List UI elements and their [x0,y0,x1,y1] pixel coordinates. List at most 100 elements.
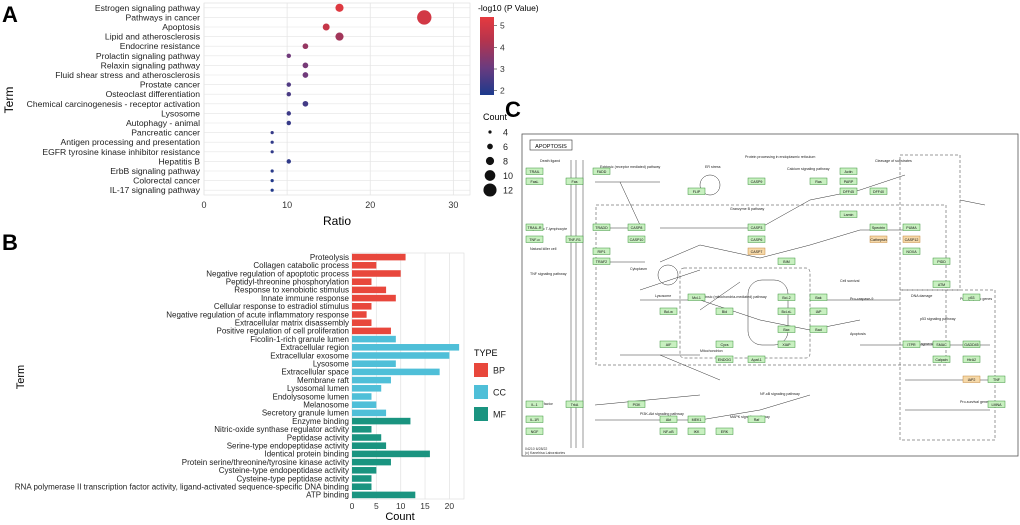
bar [352,286,387,294]
kegg-gene-box [659,427,678,435]
data-point [302,43,309,50]
kegg-gene-box [902,235,921,243]
kegg-gene-box [869,223,888,231]
kegg-footer-line-2: (c) Kanehisa Laboratories [525,451,565,455]
kegg-gene-box [525,167,544,175]
term-label: Relaxin signaling pathway [101,60,201,70]
kegg-gene-box [747,177,766,185]
kegg-gene-label: IL-1R [530,418,539,422]
category-label: Nitric-oxide synthase regulator activity [214,425,349,434]
category-label: Extracellular region [281,343,349,352]
kegg-gene-label: TRADD [595,226,608,230]
size-legend-label: 10 [503,171,513,181]
kegg-nucleus-region [899,289,996,441]
category-label: Serine-type endopeptidase activity [227,442,349,451]
bar [352,360,396,367]
panel-a-points [270,3,432,192]
kegg-gene-box [592,167,611,175]
kegg-gene-box [962,340,981,348]
kegg-gene-label: Raf [754,418,760,422]
term-label: ErbB signaling pathway [110,166,201,176]
panel-b-letter: B [2,230,18,255]
kegg-gene-label: Actin [845,170,853,174]
kegg-lysosome-shape [657,264,679,286]
category-label: Collagen catabolic process [253,261,349,270]
kegg-gene-label: TRAF2 [596,260,607,264]
kegg-connector [699,244,761,259]
term-label: Pancreatic cancer [131,128,200,138]
bar [352,368,440,376]
data-point [335,32,344,41]
kegg-gene-box [777,293,796,301]
kegg-gene-label: BIM [783,260,789,264]
category-label: ATP binding [306,491,349,500]
data-point [417,10,432,25]
data-point [270,179,274,183]
kegg-gene-box [839,210,858,218]
size-legend-dot [484,170,496,181]
bar [352,335,396,343]
kegg-label: Calcium signaling pathway [787,167,830,171]
data-point [322,23,330,31]
kegg-connector [659,244,701,263]
kegg-gene-box [902,223,921,231]
data-point [286,53,292,59]
data-point [270,131,274,135]
bar [352,327,391,335]
term-label: Hepatitis B [158,156,200,166]
kegg-gene-label: PUMA [906,226,917,230]
category-label: Extracellular matrix disassembly [235,319,349,328]
kegg-gene-box [987,400,1006,408]
kegg-gene-label: Mcl-1 [692,296,701,300]
term-label: Lipid and atherosclerosis [105,32,200,42]
category-label: RNA polymerase II transcription factor a… [15,483,349,492]
panel-c-kegg-map: C APOPTOSIS Death ligandSurvival factorC… [505,97,1019,457]
kegg-gene-label: ERK [721,430,729,434]
panel-a-color-legend-ticks: 2 3 4 5 [494,21,505,96]
bar [352,491,416,499]
kegg-label: Pro-caspase-9 [850,297,873,301]
color-legend-tick-label: 3 [500,64,505,74]
term-label: EGFR tyrosine kinase inhibitor resistanc… [42,147,200,157]
data-point [302,100,309,107]
panel-b-x-tick-labels: 0 5 10 15 20 [350,501,455,511]
kegg-gene-label: Calpain [935,358,947,362]
kegg-gene-label: p53 [969,296,975,300]
panel-b-x-axis-label: Count [385,511,414,523]
kegg-gene-label: DFF45 [843,190,854,194]
kegg-gene-label: HtrA2 [967,358,976,362]
kegg-gene-box [592,247,611,255]
kegg-connector [759,199,811,229]
kegg-gene-label: CASP9 [751,180,763,184]
bar [352,376,391,384]
kegg-gene-label: FADD [597,170,607,174]
panel-b-legend-title: TYPE [474,348,498,358]
kegg-connector [759,244,811,259]
kegg-label: Cleavage of substrates [875,159,912,163]
kegg-gene-box [747,415,766,423]
kegg-gene-box [777,325,796,333]
kegg-connector [699,409,761,421]
kegg-gene-label: MEK1 [692,418,702,422]
kegg-gene-label: NOXA [906,250,917,254]
bar [352,401,377,408]
kegg-gene-box [687,187,706,195]
kegg-gene-box [525,415,544,423]
data-point [270,169,274,173]
kegg-gene-box [987,375,1006,383]
kegg-gene-box [869,235,888,243]
bar [352,393,372,400]
panel-a-gridlines [203,3,470,195]
category-label: Lysosomal lumen [287,384,349,393]
kegg-gene-label: CASP8 [631,226,643,230]
kegg-label: NF-κB signaling pathway [760,392,800,396]
category-label: Peptidyl-threonine phosphorylation [226,278,349,287]
kegg-label: DNA fragmentation [910,342,940,346]
bar [352,458,391,466]
panel-b-y-axis-label: Term [15,365,27,389]
term-label: Lysosome [161,108,200,118]
data-point [286,91,292,97]
category-label: Extracellular exosome [270,351,349,360]
